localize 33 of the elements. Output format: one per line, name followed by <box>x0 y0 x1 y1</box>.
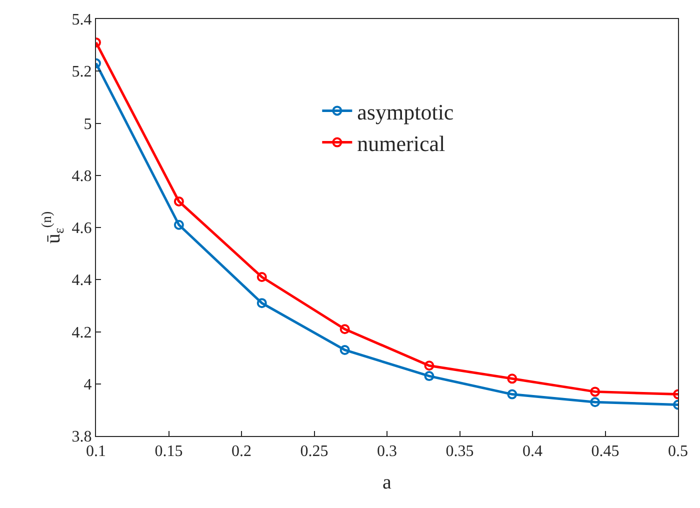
x-tick-label: 0.15 <box>154 443 183 460</box>
y-tick-label: 5.4 <box>72 12 92 29</box>
y-tick-label: 4.6 <box>72 220 92 238</box>
x-tick-label: 0.2 <box>232 443 252 460</box>
y-tick-label: 5.2 <box>72 64 92 81</box>
legend-label: numerical <box>357 130 446 156</box>
x-tick-label: 0.5 <box>668 443 688 460</box>
point <box>590 397 600 408</box>
point <box>340 324 350 334</box>
point <box>256 272 267 282</box>
point <box>424 360 434 371</box>
y-tick-label: 4.4 <box>72 272 92 290</box>
point <box>340 344 350 355</box>
y-tick-label: 3.8 <box>72 428 92 446</box>
x-tick-label: 0.35 <box>446 443 474 460</box>
x-tick-label: 0.25 <box>300 443 328 460</box>
y-tick-label: 4.8 <box>72 168 92 185</box>
x-axis-title: a <box>382 472 392 494</box>
point <box>424 371 434 382</box>
point <box>590 386 600 397</box>
y-tick-label: 4.2 <box>72 324 92 342</box>
point <box>256 298 267 308</box>
point <box>507 389 518 400</box>
point <box>507 374 518 384</box>
x-tick-label: 0.3 <box>377 443 397 460</box>
y-tick-label: 4 <box>84 376 92 394</box>
x-tick-label: 0.1 <box>86 443 106 460</box>
point <box>174 196 184 206</box>
point <box>174 220 184 230</box>
x-tick-label: 0.45 <box>591 443 620 460</box>
y-tick-label: 5 <box>84 116 92 133</box>
legend-label: asymptotic <box>357 99 454 124</box>
x-tick-label: 0.4 <box>522 443 542 460</box>
